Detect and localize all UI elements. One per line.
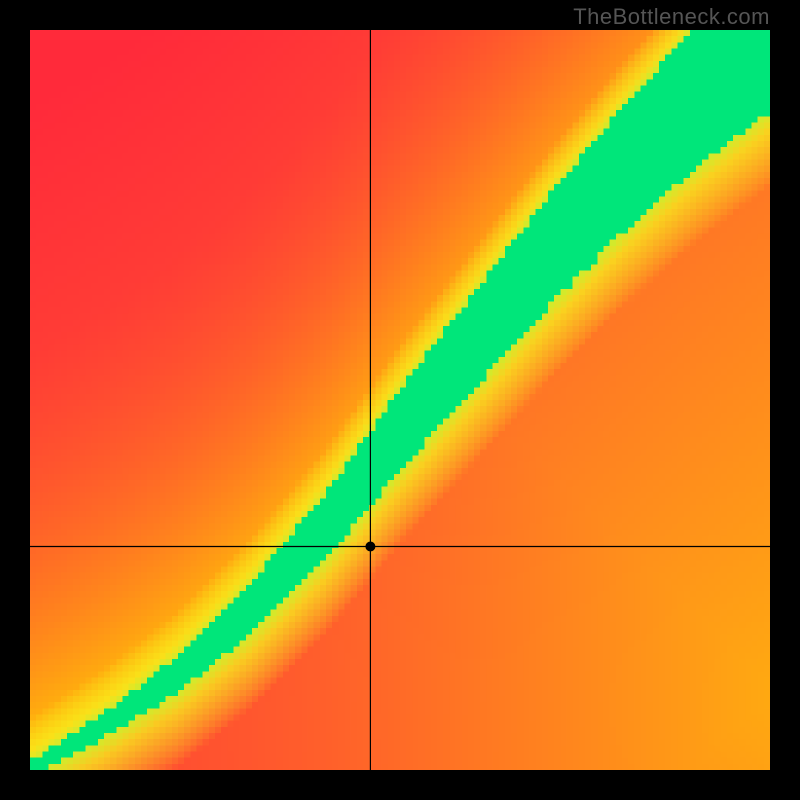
bottleneck-heatmap [30, 30, 770, 770]
watermark-text: TheBottleneck.com [573, 4, 770, 30]
chart-container: { "watermark": { "text": "TheBottleneck.… [0, 0, 800, 800]
